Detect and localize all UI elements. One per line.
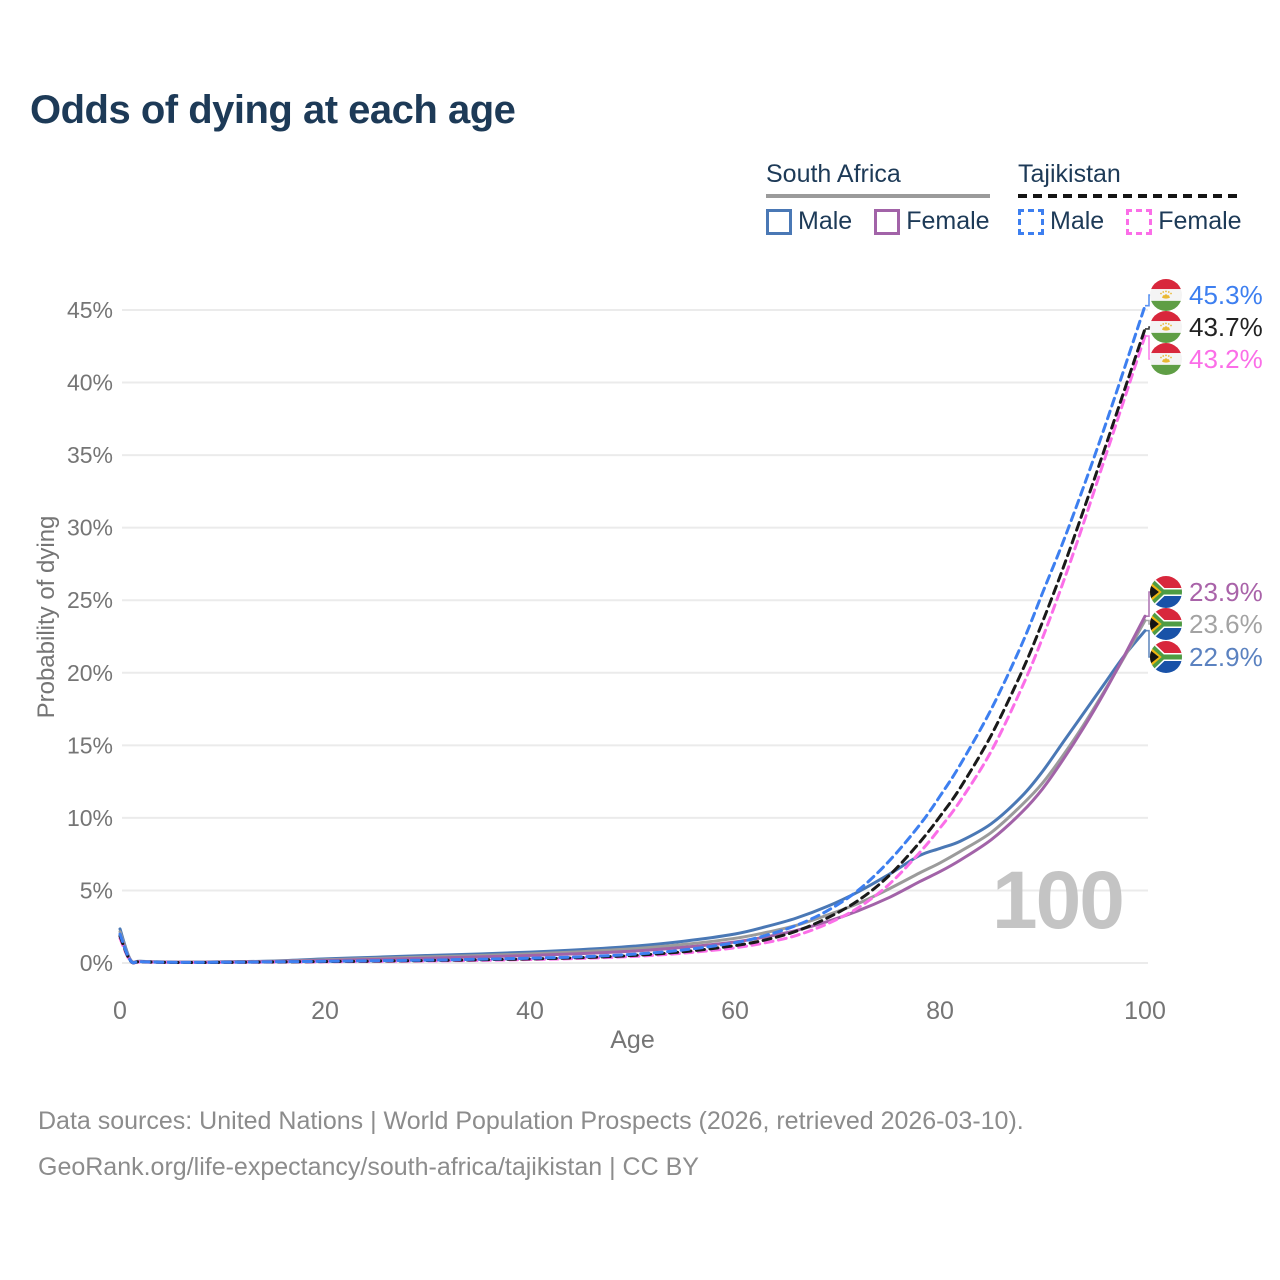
- end-label-value: 43.2%: [1189, 343, 1263, 374]
- y-tick-label: 45%: [67, 297, 113, 323]
- page-title: Odds of dying at each age: [30, 88, 516, 132]
- legend-item-tj-male[interactable]: Male: [1018, 207, 1104, 236]
- legend-item-label: Female: [906, 207, 990, 235]
- x-tick-label: 60: [721, 997, 749, 1025]
- south-africa-flag-icon: [1150, 576, 1182, 608]
- series-line-tj_male[interactable]: [118, 304, 1147, 965]
- legend-header-south-africa: South Africa: [766, 160, 901, 188]
- legend-item-sa-male[interactable]: Male: [766, 207, 852, 236]
- y-tick-label: 35%: [67, 442, 113, 468]
- legend-item-label: Female: [1158, 207, 1242, 235]
- sa-female-swatch-icon: [874, 208, 901, 235]
- tj-male-swatch-icon: [1018, 208, 1044, 235]
- y-tick-label: 0%: [80, 950, 113, 976]
- series-line-tj_both[interactable]: [118, 327, 1147, 965]
- end-label-tajikistan-male[interactable]: 45.3%: [1150, 279, 1263, 311]
- end-label-tajikistan-both[interactable]: 43.7%: [1150, 311, 1263, 343]
- end-label-south-africa-female[interactable]: 23.9%: [1150, 576, 1263, 608]
- x-tick-label: 20: [311, 997, 339, 1025]
- legend-header-tajikistan: Tajikistan: [1018, 160, 1121, 188]
- end-label-south-africa-male[interactable]: 22.9%: [1150, 641, 1263, 673]
- data-sources-line: Data sources: United Nations | World Pop…: [38, 1107, 1024, 1135]
- y-tick-label: 30%: [67, 515, 113, 541]
- legend-item-label: Male: [1050, 207, 1105, 235]
- footer: Data sources: United Nations | World Pop…: [38, 1106, 1024, 1198]
- x-tick-label: 40: [516, 997, 544, 1025]
- end-label-value: 23.9%: [1189, 576, 1263, 607]
- legend-group-south-africa: South Africa Male Female: [766, 160, 990, 236]
- end-label-value: 22.9%: [1189, 641, 1263, 672]
- tajikistan-flag-icon: [1150, 311, 1182, 343]
- y-tick-label: 20%: [67, 660, 113, 686]
- end-label-value: 23.6%: [1189, 608, 1263, 639]
- south-africa-flag-icon: [1150, 608, 1182, 640]
- y-tick-label: 5%: [80, 877, 113, 903]
- attribution-line: GeoRank.org/life-expectancy/south-africa…: [38, 1153, 699, 1181]
- x-tick-label: 80: [926, 997, 954, 1025]
- y-tick-label: 25%: [67, 587, 113, 613]
- legend-item-tj-female[interactable]: Female: [1126, 207, 1242, 236]
- x-tick-label: 100: [1124, 997, 1166, 1025]
- x-tick-label: 0: [113, 997, 127, 1025]
- x-axis-label: Age: [610, 1026, 655, 1054]
- end-label-tajikistan-female[interactable]: 43.2%: [1150, 343, 1263, 375]
- legend-item-sa-female[interactable]: Female: [874, 207, 990, 236]
- south-africa-flag-icon: [1150, 641, 1182, 673]
- tajikistan-flag-icon: [1150, 279, 1182, 311]
- tajikistan-flag-icon: [1150, 343, 1182, 375]
- end-label-south-africa-both[interactable]: 23.6%: [1150, 608, 1263, 640]
- y-tick-label: 15%: [67, 732, 113, 758]
- age-watermark: 100: [992, 855, 1125, 946]
- end-label-value: 45.3%: [1189, 279, 1263, 310]
- y-axis-label: Probability of dying: [33, 515, 60, 719]
- legend-underline-solid: [766, 194, 990, 198]
- y-tick-label: 40%: [67, 370, 113, 396]
- legend-item-label: Male: [798, 207, 853, 235]
- legend-underline-dashed: [1018, 194, 1242, 198]
- legend-group-tajikistan: Tajikistan Male Female: [1018, 160, 1242, 236]
- tj-female-swatch-icon: [1126, 208, 1153, 235]
- sa-male-swatch-icon: [766, 208, 792, 235]
- legend-items-south-africa: Male Female: [766, 207, 990, 236]
- y-tick-label: 10%: [67, 805, 113, 831]
- legend-items-tajikistan: Male Female: [1018, 207, 1242, 236]
- end-label-value: 43.7%: [1189, 311, 1263, 342]
